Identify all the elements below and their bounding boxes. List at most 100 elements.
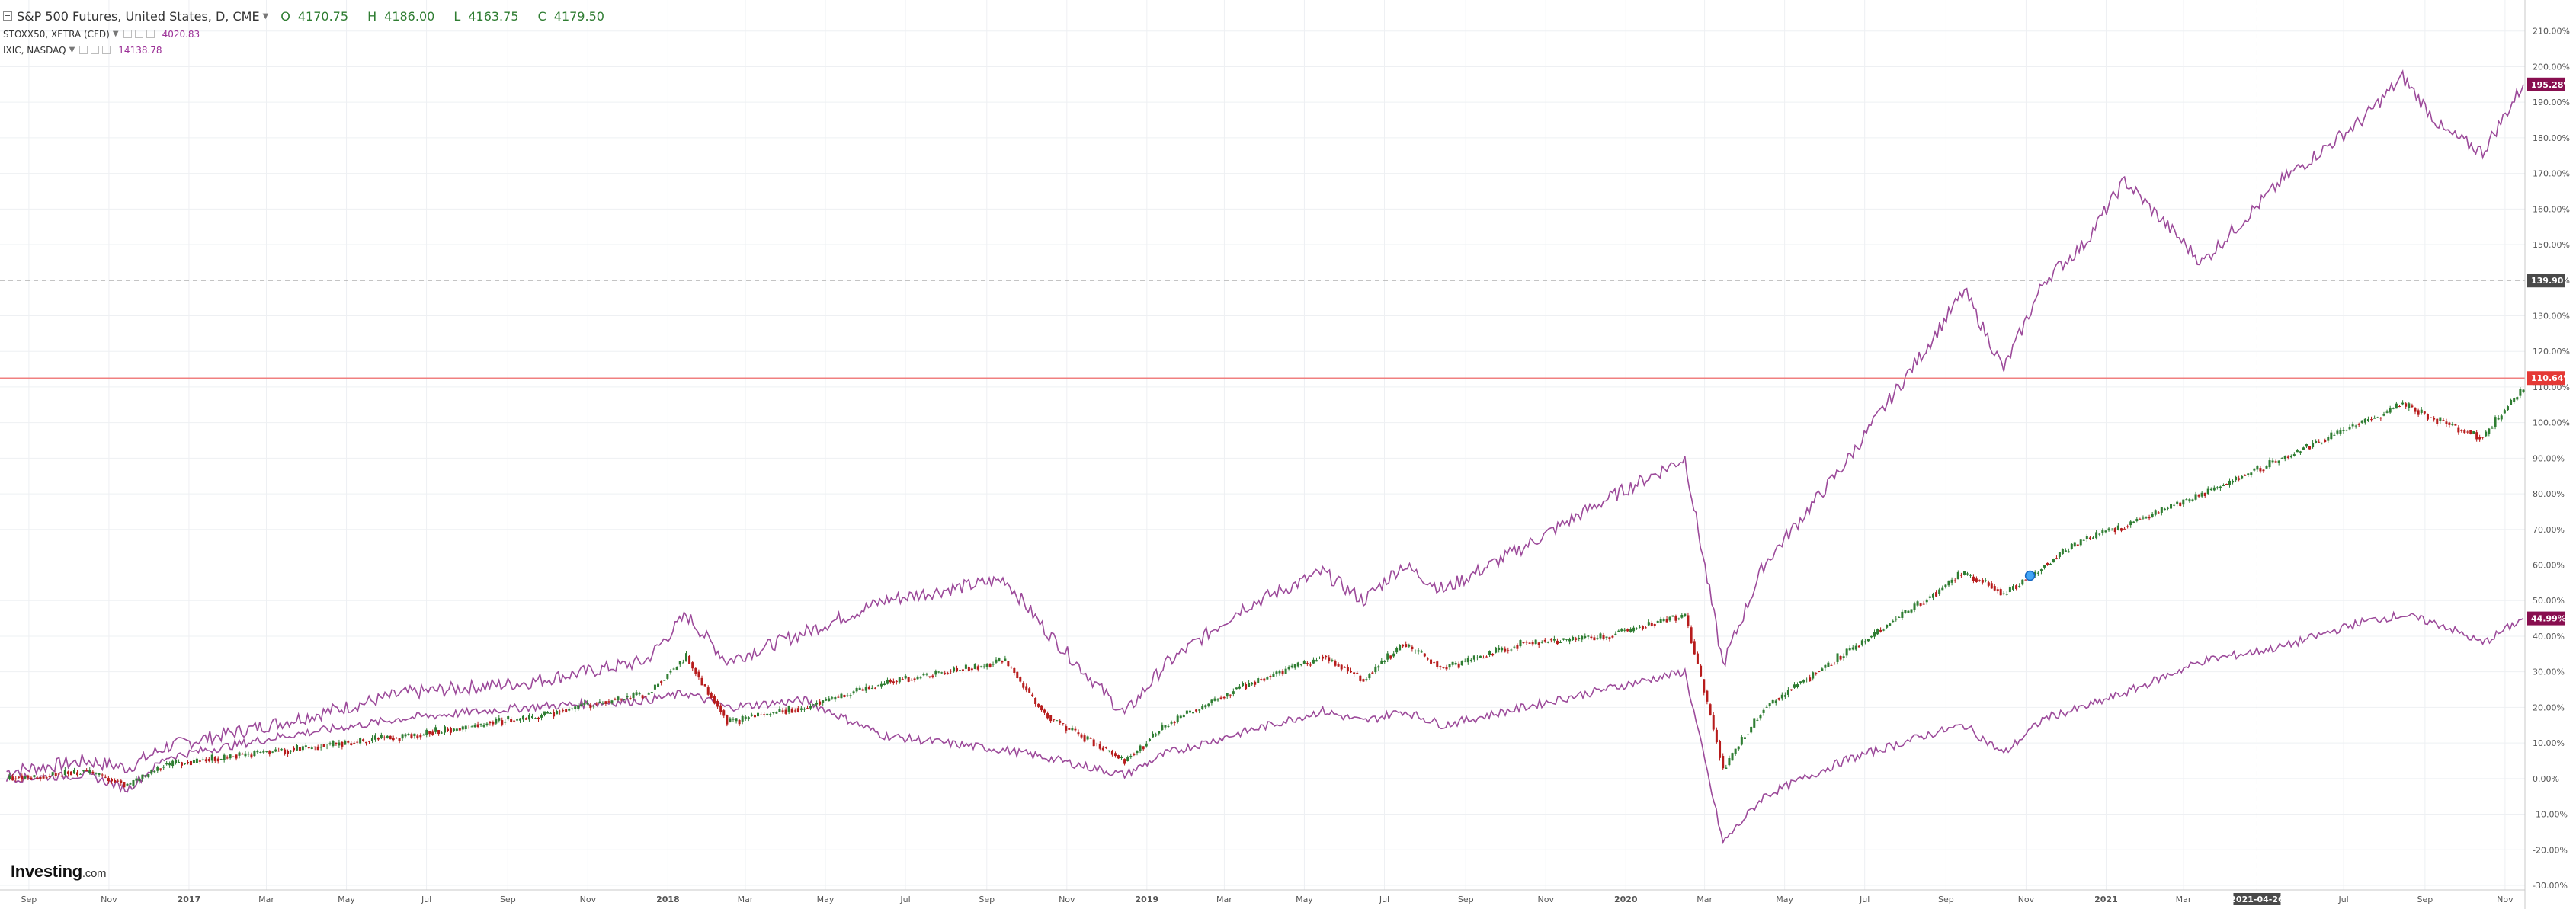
candle-body	[2280, 458, 2283, 459]
candle-body	[498, 718, 501, 721]
compare-label-stoxx50: STOXX50, XETRA (CFD)	[3, 28, 110, 40]
candle-body	[1904, 610, 1907, 613]
settings-icon[interactable]	[134, 30, 143, 38]
candle-body	[1802, 680, 1805, 683]
candle-body	[1836, 653, 1839, 662]
close-label: C	[537, 8, 546, 24]
candle-body	[8, 775, 11, 779]
chevron-down-icon[interactable]: ▼	[112, 30, 119, 38]
candle-body	[1399, 645, 1402, 651]
candle-body	[953, 667, 956, 672]
x-tick-label: Jul	[899, 895, 910, 904]
candle-body	[2113, 528, 2116, 533]
candle-body	[441, 732, 444, 734]
candle-body	[2157, 512, 2160, 514]
candle-body	[1192, 712, 1195, 714]
candle-body	[1972, 576, 1975, 581]
candle-body	[1780, 694, 1783, 699]
candle-body	[1815, 672, 1818, 674]
candle-body	[2414, 407, 2417, 412]
candle-body	[1101, 747, 1104, 751]
candle-body	[2327, 437, 2330, 441]
candle-body	[568, 708, 571, 711]
candle-body	[455, 728, 458, 731]
candle-body	[54, 773, 57, 776]
candle-body	[2238, 478, 2241, 480]
candle-body	[657, 683, 660, 687]
visibility-toggle-icon[interactable]	[123, 30, 132, 38]
candle-body	[1022, 683, 1025, 688]
candle-body	[530, 715, 533, 719]
candle-body	[1226, 693, 1229, 697]
candle-body	[1219, 697, 1222, 699]
candle-body	[2179, 502, 2182, 507]
collapse-icon[interactable]	[3, 11, 12, 21]
candle-body	[2420, 409, 2423, 413]
candle-body	[30, 777, 33, 779]
candle-body	[647, 693, 650, 695]
candle-body	[1786, 690, 1789, 695]
chevron-down-icon[interactable]: ▼	[69, 46, 75, 54]
candle-body	[1485, 656, 1488, 658]
candle-body	[2360, 420, 2363, 423]
settings-icon[interactable]	[91, 46, 100, 54]
x-tick-label: Mar	[1216, 895, 1232, 904]
candle-body	[1602, 635, 1605, 639]
candle-body	[769, 714, 772, 715]
y-tick-label: 210.00%	[2533, 27, 2570, 37]
candle-body	[1071, 728, 1074, 731]
x-tick-label: Sep	[21, 895, 37, 904]
candle-body	[837, 696, 840, 698]
candle-body	[937, 671, 940, 673]
candle-body	[1680, 614, 1684, 618]
chevron-down-icon[interactable]: ▼	[262, 11, 269, 21]
candle-body	[1442, 667, 1445, 668]
candle-body	[114, 779, 117, 783]
candle-body	[1510, 649, 1513, 651]
candle-body	[1928, 596, 1931, 598]
crosshair-date-badge	[2233, 893, 2281, 905]
candle-body	[1092, 739, 1095, 747]
candle-body	[916, 676, 919, 680]
compare-row-stoxx50[interactable]: STOXX50, XETRA (CFD) ▼ 4020.83	[3, 26, 620, 42]
candle-body	[583, 703, 586, 705]
candle-body	[729, 718, 732, 722]
candle-body	[24, 776, 27, 779]
x-tick-label: Jul	[1859, 895, 1870, 904]
candle-body	[1167, 725, 1170, 727]
candle-body	[1728, 757, 1731, 766]
visibility-toggle-icon[interactable]	[79, 46, 88, 54]
candle-body	[256, 751, 259, 753]
candle-body	[1693, 641, 1696, 655]
remove-icon[interactable]	[102, 46, 111, 54]
candle-body	[1513, 646, 1516, 648]
candle-body	[1325, 655, 1328, 658]
candle-body	[2073, 542, 2076, 547]
remove-icon[interactable]	[146, 30, 155, 38]
series-line-stoxx50	[5, 610, 2524, 845]
candle-body	[1334, 661, 1337, 666]
candle-body	[341, 741, 344, 747]
compare-row-ixic[interactable]: IXIC, NASDAQ ▼ 14138.78	[3, 42, 620, 58]
main-symbol-row[interactable]: S&P 500 Futures, United States, D, CME ▼…	[3, 6, 620, 26]
candle-body	[678, 661, 681, 665]
candle-body	[141, 774, 144, 779]
candle-body	[1565, 639, 1568, 640]
candle-body	[2082, 539, 2085, 541]
candle-body	[1359, 675, 1362, 681]
candle-body	[2339, 430, 2342, 434]
candle-body	[1854, 645, 1857, 650]
candle-body	[1993, 586, 1996, 591]
candle-body	[864, 687, 867, 691]
candle-body	[1528, 642, 1531, 644]
candle-body	[1907, 610, 1910, 613]
candle-body	[359, 738, 362, 744]
candle-body	[1522, 642, 1525, 643]
candle-body	[2123, 528, 2126, 530]
candle-body	[574, 706, 577, 709]
candle-body	[1587, 635, 1590, 637]
candle-body	[510, 719, 513, 722]
candle-body	[2324, 440, 2327, 443]
candle-body	[1210, 699, 1213, 704]
